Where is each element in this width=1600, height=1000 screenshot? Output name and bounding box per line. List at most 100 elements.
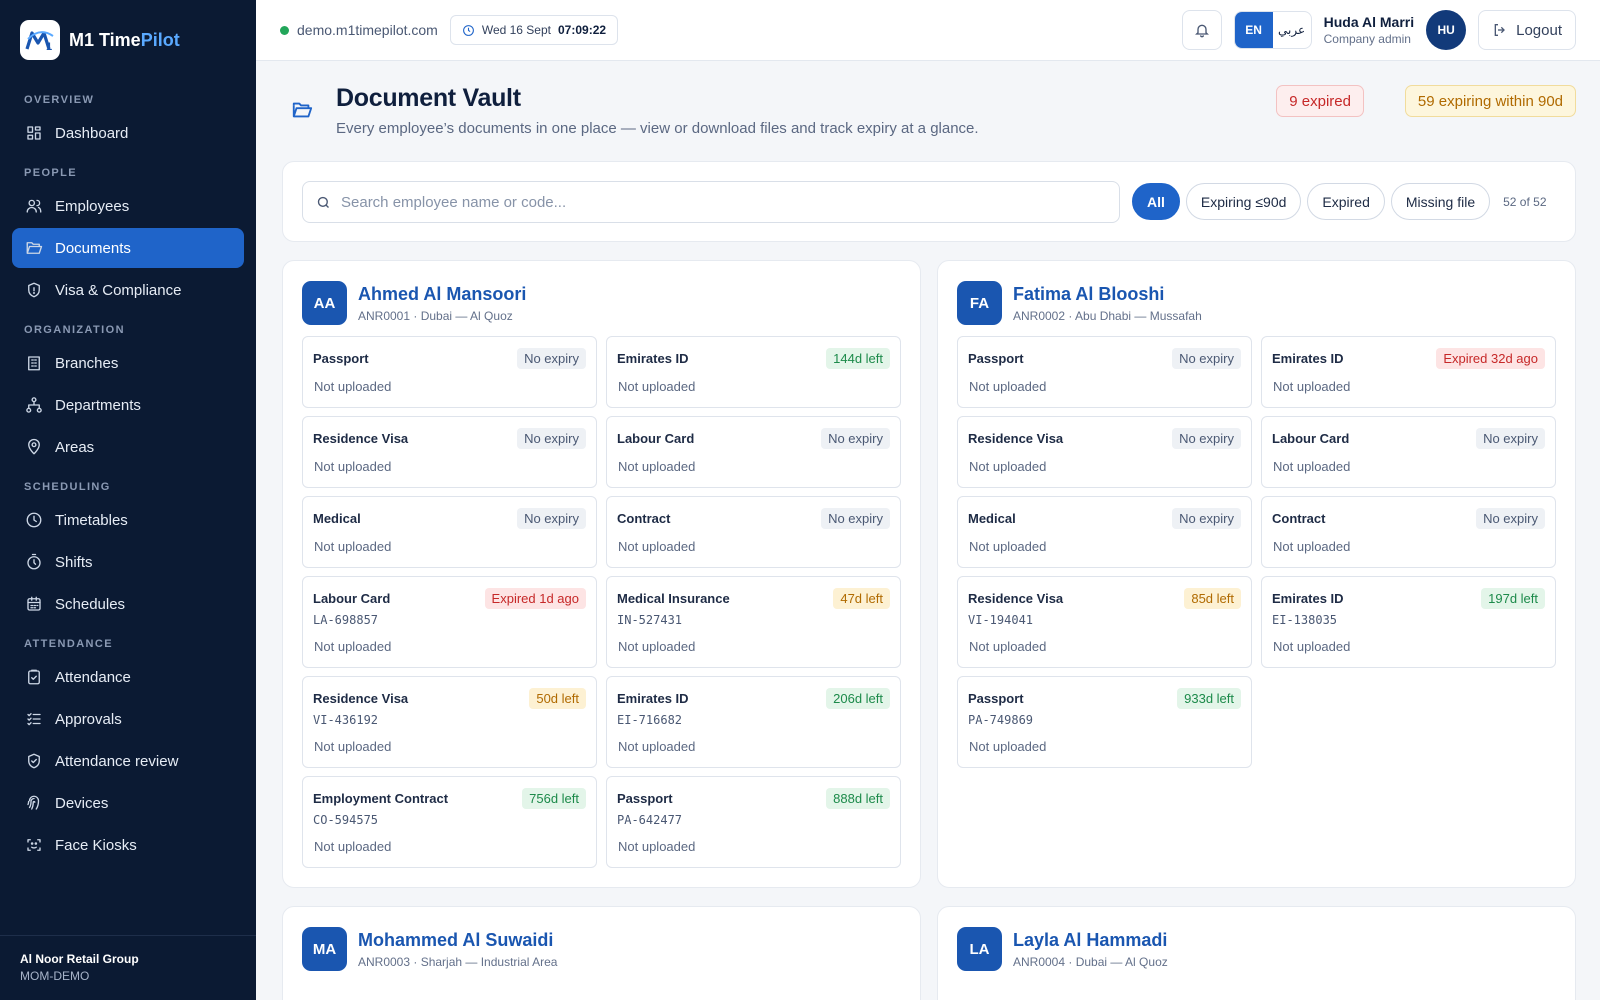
- document-tile[interactable]: Medical No expiry Not uploaded: [957, 496, 1252, 568]
- document-tile[interactable]: Emirates ID 197d left EI-138035 Not uploade…: [1261, 576, 1556, 668]
- employee-meta: ANR0004 · Dubai — Al Quoz: [1013, 955, 1168, 969]
- document-tile[interactable]: Passport No expiry Not uploaded: [957, 336, 1252, 408]
- document-tile[interactable]: Medical Insurance 47d left IN-527431 Not up…: [606, 576, 901, 668]
- sidebar-item-label: Approvals: [55, 710, 122, 728]
- folder-icon: [26, 242, 43, 254]
- expiry-badge: 85d left: [1184, 588, 1241, 609]
- document-number: LA-698857: [313, 613, 379, 627]
- document-type: Passport: [313, 351, 369, 366]
- lang-ar-button[interactable]: عربي: [1278, 23, 1306, 37]
- expiry-badge: No expiry: [1476, 428, 1545, 449]
- org-code: MOM-DEMO: [20, 969, 90, 983]
- document-type: Emirates ID: [1272, 351, 1344, 366]
- sidebar-item-attendance-review[interactable]: Attendance review: [12, 741, 244, 781]
- brand[interactable]: 1 M1 TimePilot: [0, 0, 256, 80]
- upload-status: Not uploaded: [314, 839, 392, 854]
- face-scan-icon: [27, 839, 41, 851]
- document-number: VI-194041: [968, 613, 1034, 627]
- expiry-badge: 197d left: [1481, 588, 1545, 609]
- upload-status: Not uploaded: [618, 839, 696, 854]
- sidebar-item-branches[interactable]: Branches: [12, 343, 244, 383]
- document-tile[interactable]: Emirates ID 144d left Not uploaded: [606, 336, 901, 408]
- sidebar-item-departments[interactable]: Departments: [12, 385, 244, 425]
- sidebar-item-shifts[interactable]: Shifts: [12, 542, 244, 582]
- employee-name-link[interactable]: Fatima Al Blooshi: [1013, 284, 1165, 304]
- list-check-icon: [27, 713, 41, 726]
- employee-name-link[interactable]: Ahmed Al Mansoori: [358, 284, 527, 304]
- employee-header: LA Layla Al Hammadi ANR0004 · Dubai — Al Q…: [957, 927, 1168, 971]
- employee-name-link[interactable]: Mohammed Al Suwaidi: [358, 930, 554, 950]
- document-type: Employment Contract: [313, 791, 449, 806]
- employee-name-link[interactable]: Layla Al Hammadi: [1013, 930, 1168, 950]
- expiring-count-badge[interactable]: 59 expiring within 90d: [1404, 85, 1576, 117]
- document-tile[interactable]: Labour Card Expired 1d ago LA-698857 Not up…: [302, 576, 597, 668]
- sidebar-item-approvals[interactable]: Approvals: [12, 699, 244, 739]
- topbar: demo.m1timepilot.com Wed 16 Sept 07:09:2…: [256, 0, 1600, 61]
- search-input[interactable]: [341, 193, 1081, 211]
- sidebar-item-visa-compliance[interactable]: Visa & Compliance: [12, 270, 244, 310]
- sidebar-item-areas[interactable]: Areas: [12, 427, 244, 467]
- expiry-badge: No expiry: [821, 428, 890, 449]
- document-type: Labour Card: [1272, 431, 1350, 446]
- sidebar-item-label: Areas: [55, 438, 95, 456]
- expired-count-badge[interactable]: 9 expired: [1276, 85, 1364, 117]
- sidebar-item-documents[interactable]: Documents: [12, 228, 244, 268]
- sidebar-item-employees[interactable]: Employees: [12, 186, 244, 226]
- sidebar-item-face-kiosks[interactable]: Face Kiosks: [12, 825, 244, 865]
- sidebar-item-dashboard[interactable]: Dashboard: [12, 113, 244, 153]
- logout-button[interactable]: Logout: [1478, 10, 1576, 50]
- expiry-badge: No expiry: [1172, 508, 1241, 529]
- filter-chip-expiring-90d[interactable]: Expiring ≤90d: [1185, 183, 1302, 220]
- document-tile[interactable]: Emirates ID 206d left EI-716682 Not uploade…: [606, 676, 901, 768]
- upload-status: Not uploaded: [1273, 459, 1351, 474]
- online-status-dot: [280, 25, 289, 35]
- sidebar-item-label: Timetables: [55, 511, 128, 529]
- document-tile[interactable]: Labour Card No expiry Not uploaded: [1261, 416, 1556, 488]
- document-tile[interactable]: Medical No expiry Not uploaded: [302, 496, 597, 568]
- logout-label: Logout: [1516, 21, 1562, 39]
- document-tile[interactable]: Employment Contract 756d left CO-594575 Not…: [302, 776, 597, 868]
- expiry-badge: Expired 32d ago: [1436, 348, 1545, 369]
- sidebar-item-timetables[interactable]: Timetables: [12, 500, 244, 540]
- document-tile[interactable]: Passport No expiry Not uploaded: [302, 336, 597, 408]
- clock-icon: [462, 24, 474, 36]
- sidebar-item-label: Employees: [55, 197, 130, 215]
- document-type: Labour Card: [313, 591, 391, 606]
- nav-section-title: PEOPLE: [24, 167, 78, 179]
- document-tile[interactable]: Residence Visa No expiry Not uploaded: [302, 416, 597, 488]
- org-name: Al Noor Retail Group: [20, 952, 139, 966]
- lang-en-button[interactable]: EN: [1234, 12, 1273, 48]
- document-tile[interactable]: Labour Card No expiry Not uploaded: [606, 416, 901, 488]
- document-tile[interactable]: Contract No expiry Not uploaded: [1261, 496, 1556, 568]
- document-type: Passport: [617, 791, 673, 806]
- fingerprint-icon: [27, 795, 40, 810]
- document-type: Medical Insurance: [617, 591, 730, 606]
- user-avatar[interactable]: HU: [1426, 10, 1467, 50]
- folder-open-icon: [282, 90, 322, 130]
- nav-section-title: ORGANIZATION: [24, 324, 125, 336]
- employee-header: FA Fatima Al Blooshi ANR0002 · Abu Dhabi —…: [957, 281, 1202, 325]
- document-tile[interactable]: Passport 933d left PA-749869 Not uploaded: [957, 676, 1252, 768]
- svg-text:1: 1: [46, 41, 52, 53]
- document-tile[interactable]: Emirates ID Expired 32d ago Not uploaded: [1261, 336, 1556, 408]
- document-tile[interactable]: Residence Visa No expiry Not uploaded: [957, 416, 1252, 488]
- document-type: Emirates ID: [1272, 591, 1344, 606]
- document-type: Emirates ID: [617, 691, 689, 706]
- notifications-button[interactable]: [1181, 10, 1222, 50]
- document-tile[interactable]: Residence Visa 85d left VI-194041 Not uploa…: [957, 576, 1252, 668]
- employee-header: MA Mohammed Al Suwaidi ANR0003 · Sharjah —…: [302, 927, 557, 971]
- filter-chip-all[interactable]: All: [1132, 183, 1180, 220]
- expiry-badge: No expiry: [1172, 348, 1241, 369]
- sidebar-item-schedules[interactable]: Schedules: [12, 584, 244, 624]
- map-pin-icon: [28, 438, 40, 455]
- filter-chip-missing-file[interactable]: Missing file: [1390, 183, 1491, 220]
- sidebar-nav: OVERVIEW Dashboard PEOPLE Employees Document…: [0, 94, 256, 865]
- document-tile[interactable]: Passport 888d left PA-642477 Not uploaded: [606, 776, 901, 868]
- document-tile[interactable]: Contract No expiry Not uploaded: [606, 496, 901, 568]
- upload-status: Not uploaded: [1273, 639, 1351, 654]
- filter-chip-expired[interactable]: Expired: [1307, 183, 1385, 220]
- sidebar-item-label: Attendance: [55, 668, 131, 686]
- document-tile[interactable]: Residence Visa 50d left VI-436192 Not uploa…: [302, 676, 597, 768]
- sidebar-item-devices[interactable]: Devices: [12, 783, 244, 823]
- sidebar-item-attendance[interactable]: Attendance: [12, 657, 244, 697]
